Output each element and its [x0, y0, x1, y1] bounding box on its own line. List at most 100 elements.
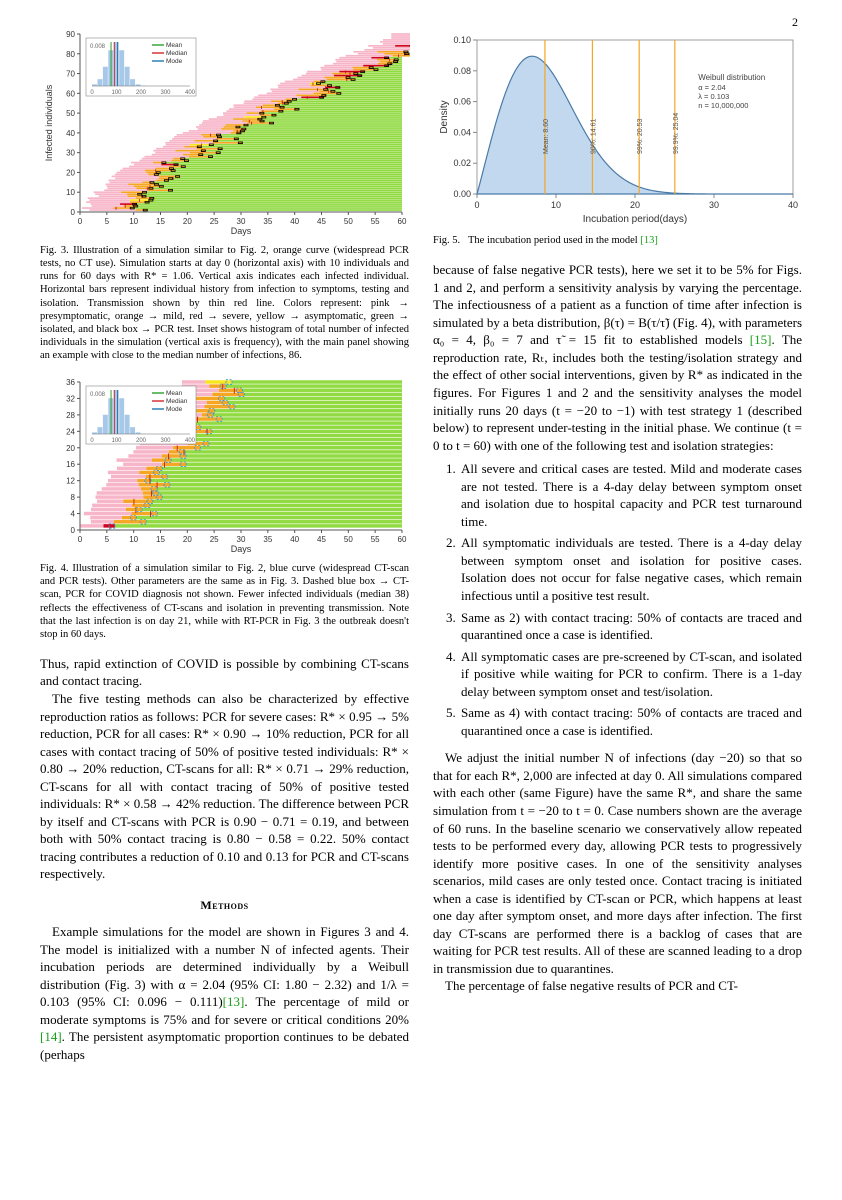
svg-text:50: 50: [344, 217, 353, 226]
right-para-2: We adjust the initial number N of infect…: [433, 749, 802, 977]
left-para-3c: . The persistent asymptomatic proportion…: [40, 1029, 409, 1062]
svg-text:0.00: 0.00: [453, 189, 471, 199]
svg-text:400: 400: [185, 90, 196, 96]
strategy-1: All severe and critical cases are tested…: [459, 460, 802, 530]
svg-text:Weibull distribution: Weibull distribution: [698, 73, 765, 82]
svg-text:8: 8: [71, 493, 76, 502]
ref-14[interactable]: [14]: [40, 1029, 62, 1044]
svg-text:32: 32: [66, 395, 75, 404]
svg-text:0.04: 0.04: [453, 127, 471, 137]
strategy-2: All symptomatic individuals are tested. …: [459, 534, 802, 604]
svg-text:30: 30: [237, 535, 246, 544]
ref-13[interactable]: [13]: [223, 994, 245, 1009]
svg-text:0: 0: [474, 200, 479, 210]
right-para-1b: . The reproduction rate, Rₜ, includes bo…: [433, 332, 802, 452]
figure-4-caption: Fig. 4. Illustration of a simulation sim…: [40, 562, 409, 641]
svg-text:45: 45: [317, 535, 326, 544]
figure-5-caption: Fig. 5. The incubation period used in th…: [433, 234, 802, 247]
svg-text:35: 35: [263, 535, 272, 544]
figure-4: 0510152025303540455055600481216202428323…: [40, 376, 409, 556]
svg-text:30: 30: [709, 200, 719, 210]
svg-text:0.06: 0.06: [453, 97, 471, 107]
svg-text:Infected individuals: Infected individuals: [44, 84, 54, 161]
svg-text:25: 25: [210, 535, 219, 544]
svg-text:12: 12: [66, 477, 75, 486]
svg-text:30: 30: [237, 217, 246, 226]
svg-text:36: 36: [66, 378, 75, 387]
methods-heading: Methods: [40, 897, 409, 913]
page-number: 2: [792, 14, 798, 30]
svg-text:0: 0: [78, 217, 83, 226]
svg-text:Mode: Mode: [166, 58, 183, 65]
svg-text:n = 10,000,000: n = 10,000,000: [698, 101, 748, 110]
svg-text:40: 40: [66, 129, 75, 138]
svg-text:50: 50: [66, 109, 75, 118]
left-column: 0510152025303540455055600102030405060708…: [40, 28, 409, 1170]
svg-text:Median: Median: [166, 50, 188, 57]
svg-text:28: 28: [66, 411, 75, 420]
svg-text:Incubation period(days): Incubation period(days): [583, 214, 688, 225]
figure-5-chart: 0102030400.000.020.040.060.080.10Incubat…: [433, 28, 803, 228]
svg-text:λ = 0.103: λ = 0.103: [698, 92, 729, 101]
svg-text:24: 24: [66, 427, 75, 436]
svg-text:40: 40: [290, 217, 299, 226]
strategies-list: All severe and critical cases are tested…: [433, 460, 802, 739]
right-column: 0102030400.000.020.040.060.080.10Incubat…: [433, 28, 802, 1170]
svg-text:20: 20: [183, 535, 192, 544]
right-para-1: because of false negative PCR tests), he…: [433, 261, 802, 454]
figure-5-caption-text: Fig. 5. The incubation period used in th…: [433, 235, 640, 246]
svg-text:20: 20: [66, 168, 75, 177]
svg-text:40: 40: [290, 535, 299, 544]
svg-text:15: 15: [156, 217, 165, 226]
svg-text:Density: Density: [439, 100, 450, 133]
svg-text:60: 60: [398, 217, 407, 226]
svg-text:20: 20: [66, 444, 75, 453]
svg-text:10: 10: [129, 535, 138, 544]
svg-text:0: 0: [71, 208, 76, 217]
left-para-3: Example simulations for the model are sh…: [40, 923, 409, 1063]
svg-text:0.08: 0.08: [453, 66, 471, 76]
svg-text:20: 20: [183, 217, 192, 226]
strategy-3: Same as 2) with contact tracing: 50% of …: [459, 609, 802, 644]
svg-text:25: 25: [210, 217, 219, 226]
svg-text:Days: Days: [231, 226, 252, 236]
ref-13b[interactable]: [13]: [640, 235, 658, 246]
svg-text:90: 90: [66, 30, 75, 39]
svg-text:Days: Days: [231, 544, 252, 554]
svg-text:99.9%: 25.04: 99.9%: 25.04: [673, 113, 680, 154]
svg-text:5: 5: [105, 217, 110, 226]
svg-text:0.02: 0.02: [453, 158, 471, 168]
svg-text:Mode: Mode: [166, 406, 183, 413]
figure-3: 0510152025303540455055600102030405060708…: [40, 28, 409, 238]
svg-text:50: 50: [344, 535, 353, 544]
svg-text:0: 0: [71, 526, 76, 535]
svg-text:10: 10: [129, 217, 138, 226]
svg-text:400: 400: [185, 438, 196, 444]
figure-3-caption: Fig. 3. Illustration of a simulation sim…: [40, 244, 409, 362]
ref-15[interactable]: [15]: [750, 332, 772, 347]
svg-text:0: 0: [78, 535, 83, 544]
right-para-1a: because of false negative PCR tests), he…: [433, 262, 802, 347]
svg-text:99%: 20.53: 99%: 20.53: [637, 118, 644, 154]
svg-text:10: 10: [66, 188, 75, 197]
svg-text:200: 200: [136, 90, 147, 96]
svg-text:60: 60: [398, 535, 407, 544]
svg-text:5: 5: [105, 535, 110, 544]
svg-text:Mean: Mean: [166, 390, 183, 397]
figure-5: 0102030400.000.020.040.060.080.10Incubat…: [433, 28, 802, 228]
svg-text:55: 55: [371, 535, 380, 544]
svg-text:Mean: Mean: [166, 42, 183, 49]
strategy-4: All symptomatic cases are pre-screened b…: [459, 648, 802, 701]
svg-text:55: 55: [371, 217, 380, 226]
svg-text:300: 300: [160, 438, 171, 444]
svg-text:0.10: 0.10: [453, 35, 471, 45]
svg-text:200: 200: [136, 438, 147, 444]
svg-text:300: 300: [160, 90, 171, 96]
svg-text:α = 2.04: α = 2.04: [698, 83, 725, 92]
svg-text:10: 10: [551, 200, 561, 210]
svg-text:Mean: 8.60: Mean: 8.60: [543, 119, 550, 154]
svg-text:100: 100: [111, 438, 122, 444]
svg-text:0.008: 0.008: [90, 44, 106, 50]
svg-text:16: 16: [66, 460, 75, 469]
svg-text:70: 70: [66, 70, 75, 79]
